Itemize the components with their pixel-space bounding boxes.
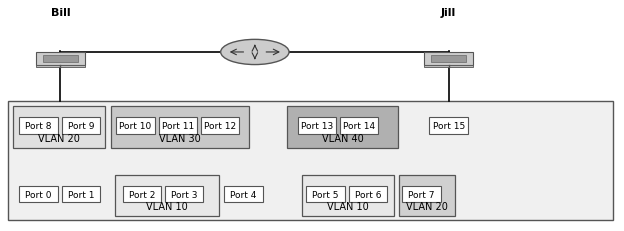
FancyBboxPatch shape [431,55,466,63]
Text: VLAN 20: VLAN 20 [406,201,448,211]
Circle shape [221,40,289,65]
Text: Port 0: Port 0 [26,190,52,199]
FancyBboxPatch shape [7,102,613,220]
Text: Port 1: Port 1 [67,190,94,199]
FancyBboxPatch shape [165,186,203,202]
Text: Bill: Bill [51,8,71,18]
Text: Port 14: Port 14 [343,121,375,130]
Text: Port 7: Port 7 [408,190,434,199]
Text: VLAN 30: VLAN 30 [158,134,200,144]
FancyBboxPatch shape [116,118,155,134]
Text: Port 12: Port 12 [204,121,236,130]
Text: Port 2: Port 2 [129,190,155,199]
Text: VLAN 40: VLAN 40 [321,134,363,144]
Text: VLAN 20: VLAN 20 [37,134,79,144]
Text: Port 5: Port 5 [313,190,339,199]
Text: Port 15: Port 15 [432,121,465,130]
Text: Port 11: Port 11 [162,121,194,130]
FancyBboxPatch shape [225,186,263,202]
FancyBboxPatch shape [306,186,345,202]
Text: Jill: Jill [441,8,456,18]
FancyBboxPatch shape [298,118,336,134]
FancyBboxPatch shape [340,118,379,134]
FancyBboxPatch shape [43,55,78,63]
Text: VLAN 10: VLAN 10 [147,201,188,211]
FancyBboxPatch shape [429,118,468,134]
FancyBboxPatch shape [424,65,473,67]
Text: Port 10: Port 10 [119,121,152,130]
FancyBboxPatch shape [110,106,248,149]
Text: Port 8: Port 8 [26,121,52,130]
FancyBboxPatch shape [302,175,394,216]
FancyBboxPatch shape [19,118,58,134]
FancyBboxPatch shape [158,118,197,134]
FancyBboxPatch shape [62,186,100,202]
FancyBboxPatch shape [19,186,58,202]
FancyBboxPatch shape [399,175,455,216]
FancyBboxPatch shape [349,186,387,202]
FancyBboxPatch shape [62,118,100,134]
Text: Port 9: Port 9 [67,121,94,130]
Text: Port 13: Port 13 [301,121,333,130]
FancyBboxPatch shape [201,118,240,134]
FancyBboxPatch shape [12,106,104,149]
FancyBboxPatch shape [424,53,473,66]
FancyBboxPatch shape [115,175,220,216]
FancyBboxPatch shape [122,186,161,202]
FancyBboxPatch shape [402,186,441,202]
Text: Port 4: Port 4 [230,190,257,199]
Text: Port 3: Port 3 [171,190,197,199]
FancyBboxPatch shape [36,65,85,67]
Text: VLAN 10: VLAN 10 [327,201,369,211]
FancyBboxPatch shape [287,106,397,149]
Text: Port 6: Port 6 [354,190,381,199]
FancyBboxPatch shape [36,53,85,66]
